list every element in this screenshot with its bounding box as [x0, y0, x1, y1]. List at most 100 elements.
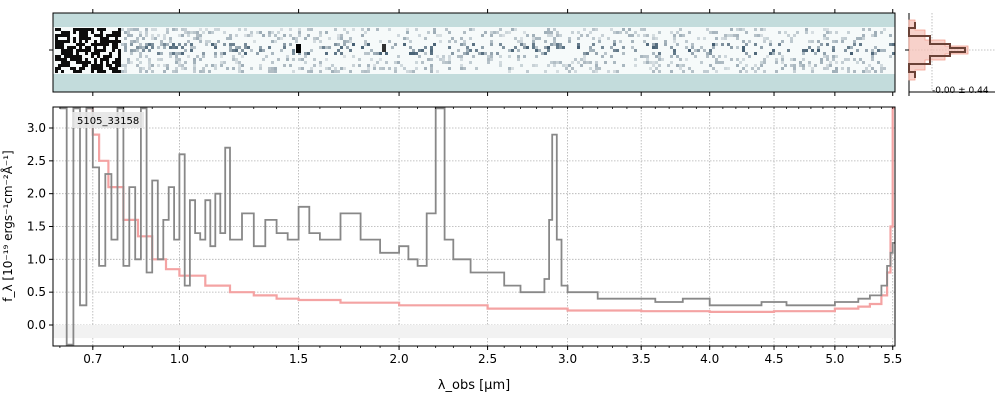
- spectrum-2d-pixel: [64, 55, 67, 58]
- spectrum-2d-pixel: [79, 70, 82, 73]
- spectrum-2d-pixel: [58, 67, 61, 70]
- spectrum-2d-pixel: [484, 52, 487, 55]
- spectrum-2d-pixel: [685, 40, 688, 43]
- spectrum-2d-pixel: [112, 67, 115, 70]
- spectrum-2d-pixel: [520, 40, 523, 43]
- spectrum-2d-pixel: [235, 58, 238, 61]
- spectrum-2d-pixel: [430, 52, 433, 55]
- spectrum-2d-pixel: [64, 31, 67, 34]
- spectrum-2d-pixel: [175, 46, 178, 49]
- spectrum-2d-pixel: [652, 43, 655, 46]
- spectrum-2d-pixel: [745, 70, 748, 73]
- spectrum-2d-pixel: [70, 58, 73, 61]
- spectrum-2d-pixel: [853, 43, 856, 46]
- spectrum-2d-pixel: [73, 40, 76, 43]
- spectrum-2d-pixel: [82, 28, 85, 31]
- spectrum-2d-pixel: [715, 70, 718, 73]
- spectrum-2d-pixel: [589, 31, 592, 34]
- spectrum-2d-pixel: [367, 28, 370, 31]
- spectrum-1d-panel: 0.7 1.0 1.5 2.0 2.5 3.0 3.5 4.0 4.5 5.0 5.5 0.0 0.5…: [0, 106, 902, 393]
- y-tick-label: 2.0: [27, 187, 46, 201]
- spectrum-2d-pixel: [334, 43, 337, 46]
- spectrum-2d-pixel: [148, 61, 151, 64]
- spectrum-2d-pixel: [781, 61, 784, 64]
- spectrum-2d-pixel: [643, 61, 646, 64]
- spectrum-2d-emission-blob: [382, 44, 386, 52]
- spectrum-2d-pixel: [622, 46, 625, 49]
- spectrum-2d-pixel: [238, 28, 241, 31]
- spectrum-2d-pixel: [121, 43, 124, 46]
- spectrum-2d-pixel: [55, 58, 58, 61]
- spectrum-2d-pixel: [463, 40, 466, 43]
- spectrum-2d-pixel: [415, 67, 418, 70]
- y-tick-label: 3.0: [27, 121, 46, 135]
- spectrum-2d-pixel: [412, 70, 415, 73]
- spectrum-2d-pixel: [712, 55, 715, 58]
- spectrum-2d-pixel: [811, 31, 814, 34]
- spectrum-2d-pixel: [349, 37, 352, 40]
- spectrum-2d-pixel: [583, 61, 586, 64]
- spectrum-2d-pixel: [511, 28, 514, 31]
- spectrum-2d-pixel: [715, 31, 718, 34]
- spectrum-2d-pixel: [430, 64, 433, 67]
- spectrum-2d-pixel: [139, 34, 142, 37]
- spectrum-2d-pixel: [487, 58, 490, 61]
- spectrum-2d-pixel: [334, 52, 337, 55]
- spectrum-2d-pixel: [214, 67, 217, 70]
- spectrum-2d-pixel: [388, 28, 391, 31]
- spectrum-2d-pixel: [517, 58, 520, 61]
- spectrum-2d-pixel: [88, 46, 91, 49]
- spectrum-2d-pixel: [160, 58, 163, 61]
- spectrum-2d-pixel: [319, 46, 322, 49]
- spectrum-2d-pixel: [67, 46, 70, 49]
- spectrum-2d-pixel: [199, 58, 202, 61]
- spectrum-2d-pixel: [502, 46, 505, 49]
- histogram-model: [908, 19, 969, 81]
- spectrum-2d-pixel: [175, 52, 178, 55]
- spectrum-2d-pixel: [505, 31, 508, 34]
- spectrum-2d-pixel: [91, 28, 94, 31]
- spectrum-2d-pixel: [85, 49, 88, 52]
- spectrum-2d-pixel: [808, 61, 811, 64]
- spectrum-2d-pixel: [664, 43, 667, 46]
- spectrum-2d-pixel: [94, 43, 97, 46]
- spectrum-2d-pixel: [523, 46, 526, 49]
- spectrum-2d-pixel: [214, 55, 217, 58]
- spectrum-2d-pixel: [361, 34, 364, 37]
- spectrum-2d-pixel: [793, 58, 796, 61]
- spectrum-2d-pixel: [448, 58, 451, 61]
- spectrum-2d-pixel: [688, 67, 691, 70]
- spectrum-2d-pixel: [835, 61, 838, 64]
- spectrum-2d-pixel: [130, 49, 133, 52]
- spectrum-2d-pixel: [385, 52, 388, 55]
- y-tick-label: 0.0: [27, 318, 46, 332]
- x-tick-label: 3.5: [632, 352, 651, 366]
- spectrum-2d-pixel: [112, 31, 115, 34]
- spectrum-2d-pixel: [424, 37, 427, 40]
- spectrum-2d-pixel: [877, 61, 880, 64]
- spectrum-2d-pixel: [112, 70, 115, 73]
- spectrum-2d-pixel: [811, 67, 814, 70]
- spectrum-2d-pixel: [652, 64, 655, 67]
- spectrum-2d-pixel: [691, 43, 694, 46]
- spectrum-2d-pixel: [724, 55, 727, 58]
- spectrum-2d-pixel: [616, 31, 619, 34]
- spectrum-2d-pixel: [61, 58, 64, 61]
- spectrum-2d-pixel: [100, 67, 103, 70]
- spectrum-2d-pixel: [319, 70, 322, 73]
- spectrum-2d-pixel: [703, 49, 706, 52]
- spectrum-2d-pixel: [55, 40, 58, 43]
- spectrum-2d-pixel: [229, 34, 232, 37]
- spectrum-2d-pixel: [496, 52, 499, 55]
- x-tick-label: 3.0: [558, 352, 577, 366]
- spectrum-2d-pixel: [124, 31, 127, 34]
- spectrum-2d-pixel: [238, 64, 241, 67]
- spectrum-2d-pixel: [325, 67, 328, 70]
- spectrum-2d-pixel: [823, 28, 826, 31]
- spectrum-2d-pixel: [220, 55, 223, 58]
- spectrum-2d-pixel: [334, 67, 337, 70]
- spectrum-2d-pixel: [457, 55, 460, 58]
- spectrum-2d-pixel: [58, 64, 61, 67]
- spectrum-2d-pixel: [817, 46, 820, 49]
